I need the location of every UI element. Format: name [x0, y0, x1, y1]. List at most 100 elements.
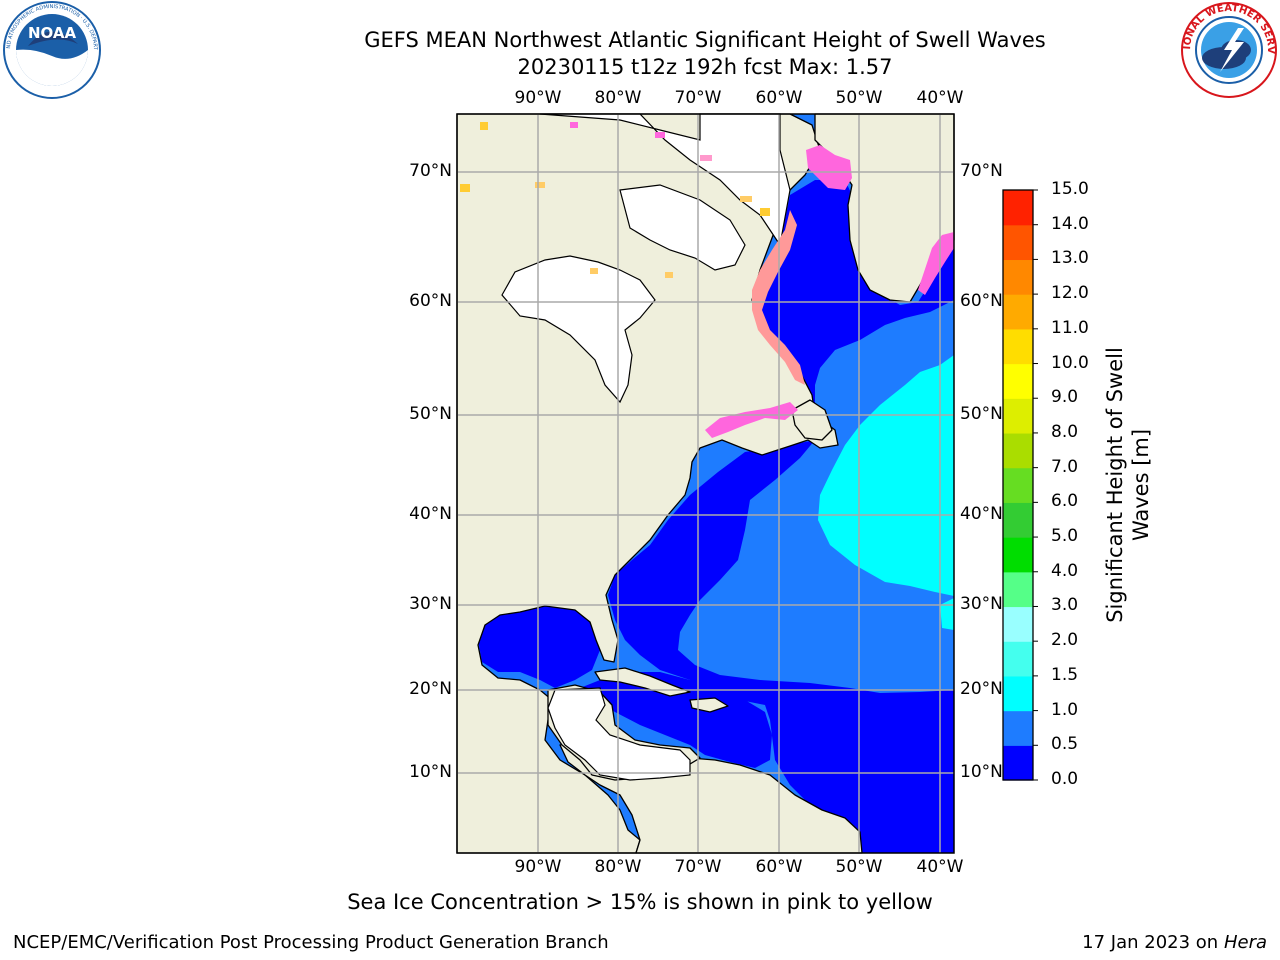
colorbar-tick-2.0: 2.0 [1051, 630, 1079, 651]
lat-tick-left-40N: 40°N [409, 504, 452, 524]
swell-zone-blue-north [760, 180, 954, 440]
colorbar-tick-1.0: 1.0 [1051, 699, 1079, 720]
sea-ice-note: Sea Ice Concentration > 15% is shown in … [347, 890, 933, 914]
lon-tick-bottom-90W: 90°W [514, 857, 562, 877]
lon-tick-top-90W: 90°W [514, 88, 562, 108]
colorbar-segment-6 [1003, 537, 1033, 573]
colorbar-tick-12.0: 12.0 [1051, 283, 1089, 304]
sea-ice-greenland-east [918, 232, 954, 295]
lat-tick-left-60N: 60°N [409, 291, 452, 311]
sea-ice-fleck-1 [480, 122, 488, 130]
lon-tick-top-50W: 50°W [835, 88, 883, 108]
lat-tick-right-50N: 50°N [960, 404, 1003, 424]
caribbean-nodata [547, 687, 691, 781]
lon-tick-bottom-40W: 40°W [916, 857, 964, 877]
lat-tick-left-50N: 50°N [409, 404, 452, 424]
colorbar-tick-11.0: 11.0 [1051, 317, 1089, 338]
lon-tick-bottom-70W: 70°W [674, 857, 722, 877]
lon-tick-top-40W: 40°W [916, 88, 964, 108]
colorbar-segment-5 [1003, 571, 1033, 608]
sea-ice-fleck-6 [740, 196, 752, 202]
sea-ice-fleck-3 [570, 122, 578, 128]
colorbar-tick-8.0: 8.0 [1051, 421, 1079, 442]
colorbar-title-line2: Waves [m] [1129, 428, 1153, 542]
swell-zone-blue-caribbean [575, 672, 772, 768]
foxe-basin [619, 184, 746, 271]
sea-ice-fleck-4 [655, 132, 665, 138]
colorbar-segment-9 [1003, 432, 1033, 469]
colorbar-segment-10 [1003, 398, 1033, 434]
sea-ice-fleck-8 [535, 182, 545, 188]
noaa-logo-text: NOAA [28, 24, 77, 42]
colorbar-segment-16 [1003, 190, 1033, 226]
colorbar [1002, 189, 1038, 781]
swell-zone-blue-gulf [478, 603, 600, 688]
lon-tick-top-80W: 80°W [594, 88, 642, 108]
colorbar-tick-7.0: 7.0 [1051, 456, 1079, 477]
lat-tick-right-10N: 10°N [960, 762, 1003, 782]
sea-ice-fleck-9 [590, 268, 598, 274]
map-frame [456, 113, 955, 854]
colorbar-tick-6.0: 6.0 [1051, 491, 1079, 512]
lat-tick-right-40N: 40°N [960, 504, 1003, 524]
colorbar-segment-0 [1003, 745, 1033, 781]
land-hispaniola [689, 697, 729, 713]
colorbar-segment-1 [1003, 710, 1033, 746]
colorbar-tick-10.0: 10.0 [1051, 352, 1089, 373]
hudson-bay [501, 255, 656, 404]
colorbar-tick-3.0: 3.0 [1051, 595, 1079, 616]
colorbar-tick-1.5: 1.5 [1051, 664, 1079, 685]
map-title: GEFS MEAN Northwest Atlantic Significant… [364, 28, 1046, 52]
sea-ice-fleck-7 [760, 208, 770, 216]
colorbar-tick-5.0: 5.0 [1051, 526, 1079, 547]
colorbar-tick-0.0: 0.0 [1051, 769, 1079, 789]
lat-tick-left-20N: 20°N [409, 679, 452, 699]
colorbar-tick-13.0: 13.0 [1051, 248, 1089, 269]
lon-tick-bottom-60W: 60°W [755, 857, 803, 877]
colorbar-tick-4.0: 4.0 [1051, 560, 1079, 581]
colorbar-segment-3 [1003, 641, 1033, 677]
lat-tick-right-30N: 30°N [960, 594, 1003, 614]
colorbar-tick-0.5: 0.5 [1051, 734, 1079, 755]
colorbar-segment-8 [1003, 467, 1033, 503]
lat-tick-left-10N: 10°N [409, 762, 452, 782]
colorbar-tick-15.0: 15.0 [1051, 179, 1089, 199]
gridlines [457, 114, 954, 853]
swell-zone-blue-atlantic [608, 440, 954, 853]
sea-ice-fleck-2 [460, 184, 470, 192]
arctic-channels [539, 113, 791, 247]
nws-logo-icon: NATIONAL WEATHER SERVICE [1178, 0, 1277, 98]
lat-tick-left-70N: 70°N [409, 161, 452, 181]
footer-date: 17 Jan 2023 on Hera [1082, 932, 1267, 953]
lon-tick-bottom-50W: 50°W [835, 857, 883, 877]
lon-tick-bottom-80W: 80°W [594, 857, 642, 877]
sea-ice-fleck-10 [665, 272, 673, 278]
colorbar-segment-2 [1003, 675, 1033, 712]
lat-tick-right-60N: 60°N [960, 291, 1003, 311]
colorbar-segment-15 [1003, 224, 1033, 261]
land-newfoundland [791, 399, 833, 441]
colorbar-frame [1002, 189, 1034, 781]
footer-machine: Hera [1223, 932, 1267, 953]
map-subtitle: 20230115 t12z 192h fcst Max: 1.57 [517, 55, 893, 79]
lat-tick-left-30N: 30°N [409, 594, 452, 614]
colorbar-segment-7 [1003, 502, 1033, 538]
lat-tick-right-70N: 70°N [960, 161, 1003, 181]
sea-ice-fleck-5 [700, 155, 712, 161]
footer-branch: NCEP/EMC/Verification Post Processing Pr… [13, 932, 609, 953]
colorbar-segment-12 [1003, 328, 1033, 365]
lon-tick-top-70W: 70°W [674, 88, 722, 108]
colorbar-segment-13 [1003, 294, 1033, 330]
colorbar-segment-11 [1003, 363, 1033, 399]
swell-zone-cyan-patch [940, 598, 954, 630]
colorbar-tick-14.0: 14.0 [1051, 213, 1089, 234]
lon-tick-top-60W: 60°W [755, 88, 803, 108]
footer-date-text: 17 Jan 2023 on [1082, 932, 1224, 953]
sea-ice-baffin [806, 145, 852, 190]
sea-ice-stlawrence [705, 402, 798, 438]
lat-tick-right-20N: 20°N [960, 679, 1003, 699]
no-data-layer [501, 113, 791, 781]
colorbar-title-line1: Significant Height of Swell [1103, 347, 1127, 623]
colorbar-tick-9.0: 9.0 [1051, 387, 1079, 408]
